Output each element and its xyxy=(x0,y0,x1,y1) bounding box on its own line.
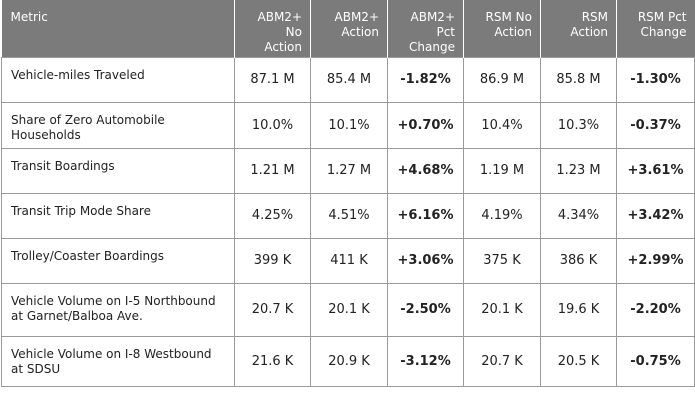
pct-change-cell: +3.61% xyxy=(616,147,695,194)
value-cell: 4.51% xyxy=(310,192,388,239)
value-cell: 4.19% xyxy=(463,192,541,239)
value-cell: 85.8 M xyxy=(540,56,617,103)
table-row: Transit Trip Mode Share 4.25% 4.51% +6.1… xyxy=(1,192,695,239)
value-cell: 20.1 K xyxy=(310,282,388,337)
value-cell: 86.9 M xyxy=(463,56,541,103)
metric-cell: Vehicle-miles Traveled xyxy=(1,56,235,103)
comparison-table: Metric ABM2+ No Action ABM2+ Action ABM2+ Pc… xyxy=(1,0,695,387)
pct-change-cell: +0.70% xyxy=(387,101,464,149)
column-header-abm2-pct-change: ABM2+ Pct Change xyxy=(387,0,464,57)
value-cell: 20.9 K xyxy=(310,335,388,387)
value-cell: 4.25% xyxy=(234,192,311,239)
pct-change-cell: +6.16% xyxy=(387,192,464,239)
column-header-rsm-pct-change: RSM Pct Change xyxy=(616,0,695,57)
value-cell: 19.6 K xyxy=(540,282,617,337)
value-cell: 1.27 M xyxy=(310,147,388,194)
table-header-row: Metric ABM2+ No Action ABM2+ Action ABM2+ Pc… xyxy=(1,0,695,57)
value-cell: 20.7 K xyxy=(234,282,311,337)
pct-change-cell: -3.12% xyxy=(387,335,464,387)
metric-cell: Transit Boardings xyxy=(1,147,235,194)
pct-change-cell: -2.20% xyxy=(616,282,695,337)
table-row: Trolley/Coaster Boardings 399 K 411 K +3… xyxy=(1,237,695,284)
value-cell: 10.3% xyxy=(540,101,617,149)
value-cell: 10.4% xyxy=(463,101,541,149)
value-cell: 375 K xyxy=(463,237,541,284)
value-cell: 20.7 K xyxy=(463,335,541,387)
column-header-rsm-action: RSM Action xyxy=(540,0,617,57)
value-cell: 21.6 K xyxy=(234,335,311,387)
value-cell: 10.0% xyxy=(234,101,311,149)
metric-cell: Share of Zero Automobile Households xyxy=(1,101,235,149)
pct-change-cell: +3.06% xyxy=(387,237,464,284)
value-cell: 20.5 K xyxy=(540,335,617,387)
table-row: Vehicle-miles Traveled 87.1 M 85.4 M -1.… xyxy=(1,56,695,103)
table-row: Vehicle Volume on I-8 Westbound at SDSU 2… xyxy=(1,335,695,387)
pct-change-cell: -0.75% xyxy=(616,335,695,387)
pct-change-cell: -2.50% xyxy=(387,282,464,337)
column-header-metric: Metric xyxy=(1,0,235,57)
column-header-rsm-no-action: RSM No Action xyxy=(463,0,541,57)
value-cell: 386 K xyxy=(540,237,617,284)
table-row: Transit Boardings 1.21 M 1.27 M +4.68% 1… xyxy=(1,147,695,194)
pct-change-cell: +2.99% xyxy=(616,237,695,284)
metric-cell: Vehicle Volume on I-5 Northbound at Garne… xyxy=(1,282,235,337)
column-header-abm2-action: ABM2+ Action xyxy=(310,0,388,57)
value-cell: 20.1 K xyxy=(463,282,541,337)
value-cell: 1.21 M xyxy=(234,147,311,194)
table-row: Vehicle Volume on I-5 Northbound at Garne… xyxy=(1,282,695,337)
metric-cell: Transit Trip Mode Share xyxy=(1,192,235,239)
pct-change-cell: +4.68% xyxy=(387,147,464,194)
value-cell: 411 K xyxy=(310,237,388,284)
column-header-abm2-no-action: ABM2+ No Action xyxy=(234,0,311,57)
pct-change-cell: -0.37% xyxy=(616,101,695,149)
value-cell: 1.19 M xyxy=(463,147,541,194)
value-cell: 85.4 M xyxy=(310,56,388,103)
table-row: Share of Zero Automobile Households 10.0%… xyxy=(1,101,695,149)
value-cell: 399 K xyxy=(234,237,311,284)
value-cell: 4.34% xyxy=(540,192,617,239)
pct-change-cell: +3.42% xyxy=(616,192,695,239)
pct-change-cell: -1.30% xyxy=(616,56,695,103)
metric-cell: Vehicle Volume on I-8 Westbound at SDSU xyxy=(1,335,235,387)
value-cell: 10.1% xyxy=(310,101,388,149)
value-cell: 87.1 M xyxy=(234,56,311,103)
metric-cell: Trolley/Coaster Boardings xyxy=(1,237,235,284)
pct-change-cell: -1.82% xyxy=(387,56,464,103)
value-cell: 1.23 M xyxy=(540,147,617,194)
